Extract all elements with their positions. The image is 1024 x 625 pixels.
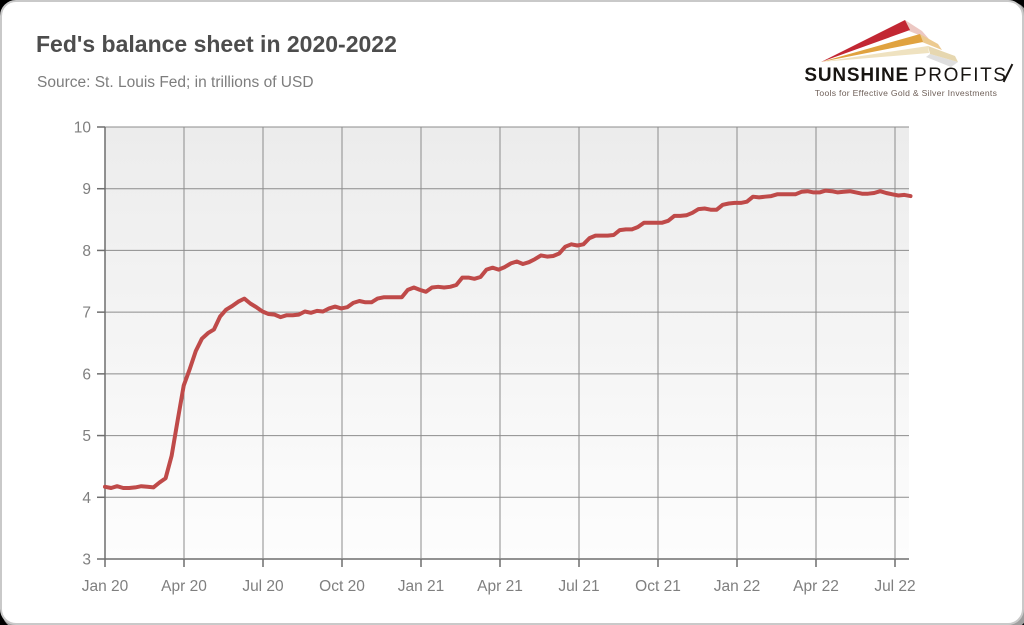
logo-name-sunshine: SUNSHINE: [804, 65, 910, 86]
y-tick-label: 5: [82, 428, 91, 445]
logo-ray-red: [821, 20, 910, 62]
logo-ray-cream-flick: [928, 46, 958, 62]
logo-ray-gold: [821, 34, 923, 62]
balance-sheet-line: [103, 188, 913, 490]
sunshine-profits-logo: SUNSHINE PROFITS Tools for Effective Gold…: [795, 10, 1017, 98]
x-tick-label: Jan 20: [82, 578, 129, 595]
x-tick-label: Apr 21: [477, 578, 523, 595]
y-tick-label: 8: [82, 243, 91, 260]
x-tick-label: Jul 20: [242, 578, 284, 595]
logo-name: SUNSHINE PROFITS: [795, 63, 1017, 86]
y-tick-label: 10: [74, 120, 92, 137]
logo-rays-icon: [821, 20, 958, 67]
logo-ray-red-flick: [905, 20, 929, 39]
chart-source-note: Source: St. Louis Fed; in trillions of U…: [37, 74, 314, 91]
logo-ray-shadow: [926, 54, 958, 67]
x-tick-label: Jul 21: [558, 578, 599, 595]
y-tick-label: 6: [82, 366, 91, 383]
page-title: Fed's balance sheet in 2020-2022: [36, 31, 397, 57]
x-tick-label: Oct 20: [319, 578, 365, 595]
logo-ray-gold-flick: [920, 34, 942, 50]
x-tick-label: Jan 21: [398, 578, 445, 595]
x-tick-label: Jan 22: [714, 578, 761, 595]
plot-area: [105, 127, 909, 559]
y-tick-label: 7: [82, 305, 91, 322]
logo-ray-cream: [821, 46, 929, 62]
y-tick-label: 9: [82, 181, 91, 198]
y-tick-label: 3: [82, 552, 91, 569]
logo-tagline: Tools for Effective Gold & Silver Invest…: [814, 88, 998, 98]
x-tick-label: Jul 22: [874, 578, 915, 595]
x-tick-label: Oct 21: [635, 578, 681, 595]
logo-name-profits: PROFITS: [914, 65, 1008, 86]
x-tick-label: Apr 22: [793, 578, 839, 595]
x-tick-label: Apr 20: [161, 578, 207, 595]
y-tick-label: 4: [82, 490, 91, 507]
